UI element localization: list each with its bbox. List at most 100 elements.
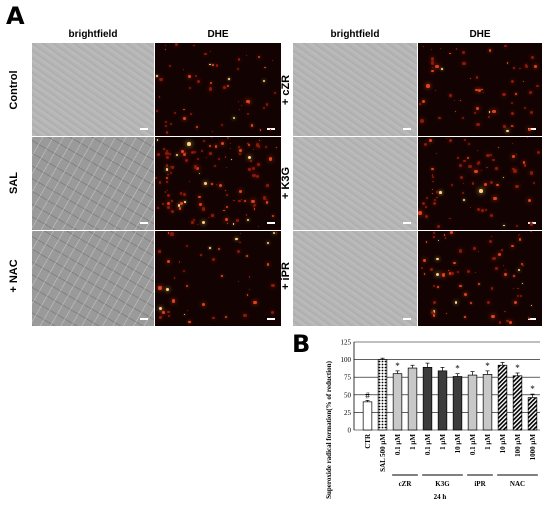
brightfield-image-nac [32, 231, 154, 326]
fluorescent-cell [257, 56, 261, 59]
fluorescent-cell [512, 275, 515, 278]
fluorescent-cell [265, 201, 269, 204]
fluorescent-cell [245, 54, 248, 57]
fluorescent-cell [246, 100, 250, 104]
fluorescent-cell [188, 180, 190, 182]
fluorescent-cell [158, 316, 162, 320]
fluorescent-cell [515, 92, 517, 95]
fluorescent-cell [165, 164, 169, 167]
fluorescent-cell [232, 223, 235, 225]
fluorescent-cell [464, 316, 466, 318]
fluorescent-cell [193, 165, 197, 169]
fluorescent-cell [194, 151, 196, 153]
fluorescent-cell [220, 123, 223, 126]
fluorescent-cell [239, 241, 241, 243]
fluorescent-cell [263, 80, 266, 83]
fluorescent-cell [418, 103, 421, 106]
fluorescent-cell [236, 249, 240, 254]
fluorescent-cell [512, 125, 514, 128]
fluorescent-cell [204, 52, 207, 56]
fluorescent-cell [533, 182, 536, 185]
fluorescent-cell [477, 251, 479, 253]
fluorescent-cell [218, 158, 221, 161]
fluorescent-cell [251, 200, 255, 204]
fluorescent-cell [238, 199, 241, 203]
fluorescent-cell [162, 203, 165, 205]
fluorescent-cell [486, 153, 490, 157]
fluorescent-cell [493, 197, 497, 201]
fluorescent-cell [158, 181, 162, 185]
fluorescent-cell [162, 311, 166, 315]
fluorescent-cell [431, 174, 434, 176]
fluorescent-cell [516, 154, 518, 156]
fluorescent-cell [502, 176, 505, 179]
fluorescent-cell [462, 199, 465, 201]
fluorescent-cell [207, 217, 209, 219]
fluorescent-cell [170, 171, 173, 175]
fluorescent-cell [491, 314, 495, 319]
fluorescent-cell [475, 88, 478, 92]
fluorescent-cell [247, 219, 249, 222]
fluorescent-cell [492, 158, 495, 162]
fluorescent-cell [237, 58, 241, 61]
fluorescent-cell [181, 150, 185, 153]
col-header-dhe-left: DHE [207, 29, 229, 40]
fluorescent-cell [455, 48, 457, 50]
fluorescent-cell [468, 164, 472, 169]
fluorescent-cell [165, 44, 167, 47]
fluorescent-cell [166, 193, 171, 198]
fluorescent-cell [510, 79, 514, 83]
fluorescent-cell [423, 273, 426, 275]
fluorescent-cell [237, 68, 240, 71]
fluorescent-cell [518, 238, 522, 242]
fluorescent-cell [476, 122, 480, 127]
fluorescent-cell [185, 158, 189, 162]
fluorescent-cell [431, 176, 434, 179]
fluorescent-cell [462, 116, 464, 119]
fluorescent-cell [178, 207, 182, 210]
fluorescent-cell [255, 143, 260, 147]
fluorescent-cell [453, 99, 456, 102]
fluorescent-cell [431, 180, 434, 183]
fluorescent-cell [523, 106, 526, 109]
fluorescent-cell [530, 222, 532, 224]
fluorescent-cell [530, 56, 534, 60]
fluorescent-cell [511, 142, 514, 144]
fluorescent-cell [193, 219, 195, 222]
fluorescent-cell [498, 320, 502, 324]
time-label: 24 h [433, 493, 447, 501]
fluorescent-cell [232, 116, 235, 120]
fluorescent-cell [433, 236, 435, 238]
fluorescent-cell [430, 48, 433, 50]
fluorescent-cell [474, 272, 477, 274]
fluorescent-cell [167, 310, 170, 313]
fluorescent-cell [221, 275, 224, 278]
fluorescent-cell [212, 257, 216, 261]
fluorescent-cell [166, 176, 169, 179]
fluorescent-cell [165, 155, 169, 159]
fluorescent-cell [445, 312, 448, 315]
fluorescent-cell [202, 139, 205, 142]
fluorescent-cell [433, 285, 436, 288]
fluorescent-cell [212, 316, 215, 320]
brightfield-image-czr [293, 43, 417, 136]
fluorescent-cell [456, 270, 459, 273]
fluorescent-cell [431, 69, 435, 73]
fluorescent-cell [491, 235, 493, 237]
fluorescent-cell [230, 142, 232, 144]
fluorescent-cell [248, 144, 251, 147]
fluorescent-cell [248, 288, 250, 290]
fluorescent-cell [435, 89, 437, 91]
fluorescent-cell [486, 300, 490, 304]
fluorescent-cell [197, 157, 200, 160]
fluorescent-cell [170, 232, 174, 236]
brightfield-image-ipr [293, 231, 417, 326]
fluorescent-cell [220, 141, 224, 145]
x-tick-label: 10 μM [499, 434, 507, 454]
fluorescent-cell [433, 198, 437, 202]
fluorescent-cell [476, 149, 479, 152]
fluorescent-cell [252, 167, 255, 171]
fluorescent-cell [172, 299, 176, 303]
fluorescent-cell [266, 262, 270, 266]
fluorescent-cell [457, 157, 459, 159]
